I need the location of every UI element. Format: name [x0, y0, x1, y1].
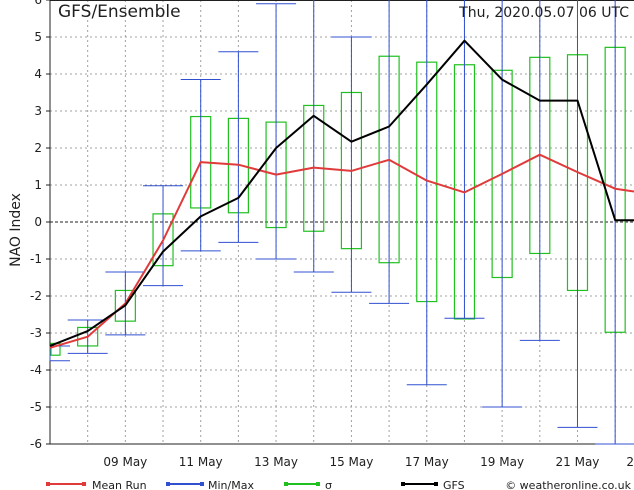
run-time-label: Thu, 2020.05.07 06 UTC [458, 5, 629, 21]
sigma-boxes [50, 46, 626, 356]
gfs-line [49, 39, 634, 347]
y-tick-label: -2 [30, 289, 42, 303]
y-tick-label: 1 [34, 178, 42, 192]
y-tick-label: -4 [30, 363, 42, 377]
x-tick-label: 19 May [480, 455, 524, 469]
legend-sigma-marker-left [284, 482, 288, 486]
legend-gfs-label: GFS [443, 479, 465, 490]
x-tick-label: 21 May [556, 455, 600, 469]
legend-sigma-marker-right [316, 482, 320, 486]
y-tick-label: -1 [30, 252, 42, 266]
x-tick-label: 15 May [329, 455, 373, 469]
y-tick-label: 3 [34, 104, 42, 118]
legend: Mean Run Min/Max σ GFS © weatheronline.c… [46, 479, 632, 490]
legend-gfs-marker-right [434, 482, 438, 486]
y-tick-label: -3 [30, 326, 42, 340]
y-tick-label: -6 [30, 437, 42, 451]
source-credit: © weatheronline.co.uk [505, 479, 631, 490]
y-tick-label: 0 [34, 215, 42, 229]
legend-mean-marker-right [82, 482, 86, 486]
legend-mean-marker-left [46, 482, 50, 486]
y-tick-label: 4 [34, 67, 42, 81]
x-tick-label: 13 May [254, 455, 298, 469]
y-tick-label: 2 [34, 141, 42, 155]
y-tick-label: -5 [30, 400, 42, 414]
legend-minmax-marker-right [200, 482, 204, 486]
chart-title: GFS/Ensemble [58, 2, 181, 22]
legend-gfs-marker-left [401, 482, 405, 486]
x-tick-label: 17 May [405, 455, 449, 469]
minmax-bars [49, 0, 634, 445]
y-tick-label: 6 [34, 0, 42, 7]
x-tick-label: 11 May [179, 455, 223, 469]
legend-sigma-label: σ [325, 479, 332, 490]
y-tick-label: 5 [34, 30, 42, 44]
x-tick-label: 09 May [103, 455, 147, 469]
legend-minmax-label: Min/Max [208, 479, 254, 490]
legend-minmax-marker-left [166, 482, 170, 486]
series-lines [49, 39, 634, 349]
mean-line [49, 153, 634, 349]
x-tick-label: 23 [626, 455, 634, 469]
y-axis-label: NAO Index [8, 193, 24, 267]
legend-mean-label: Mean Run [92, 479, 147, 490]
